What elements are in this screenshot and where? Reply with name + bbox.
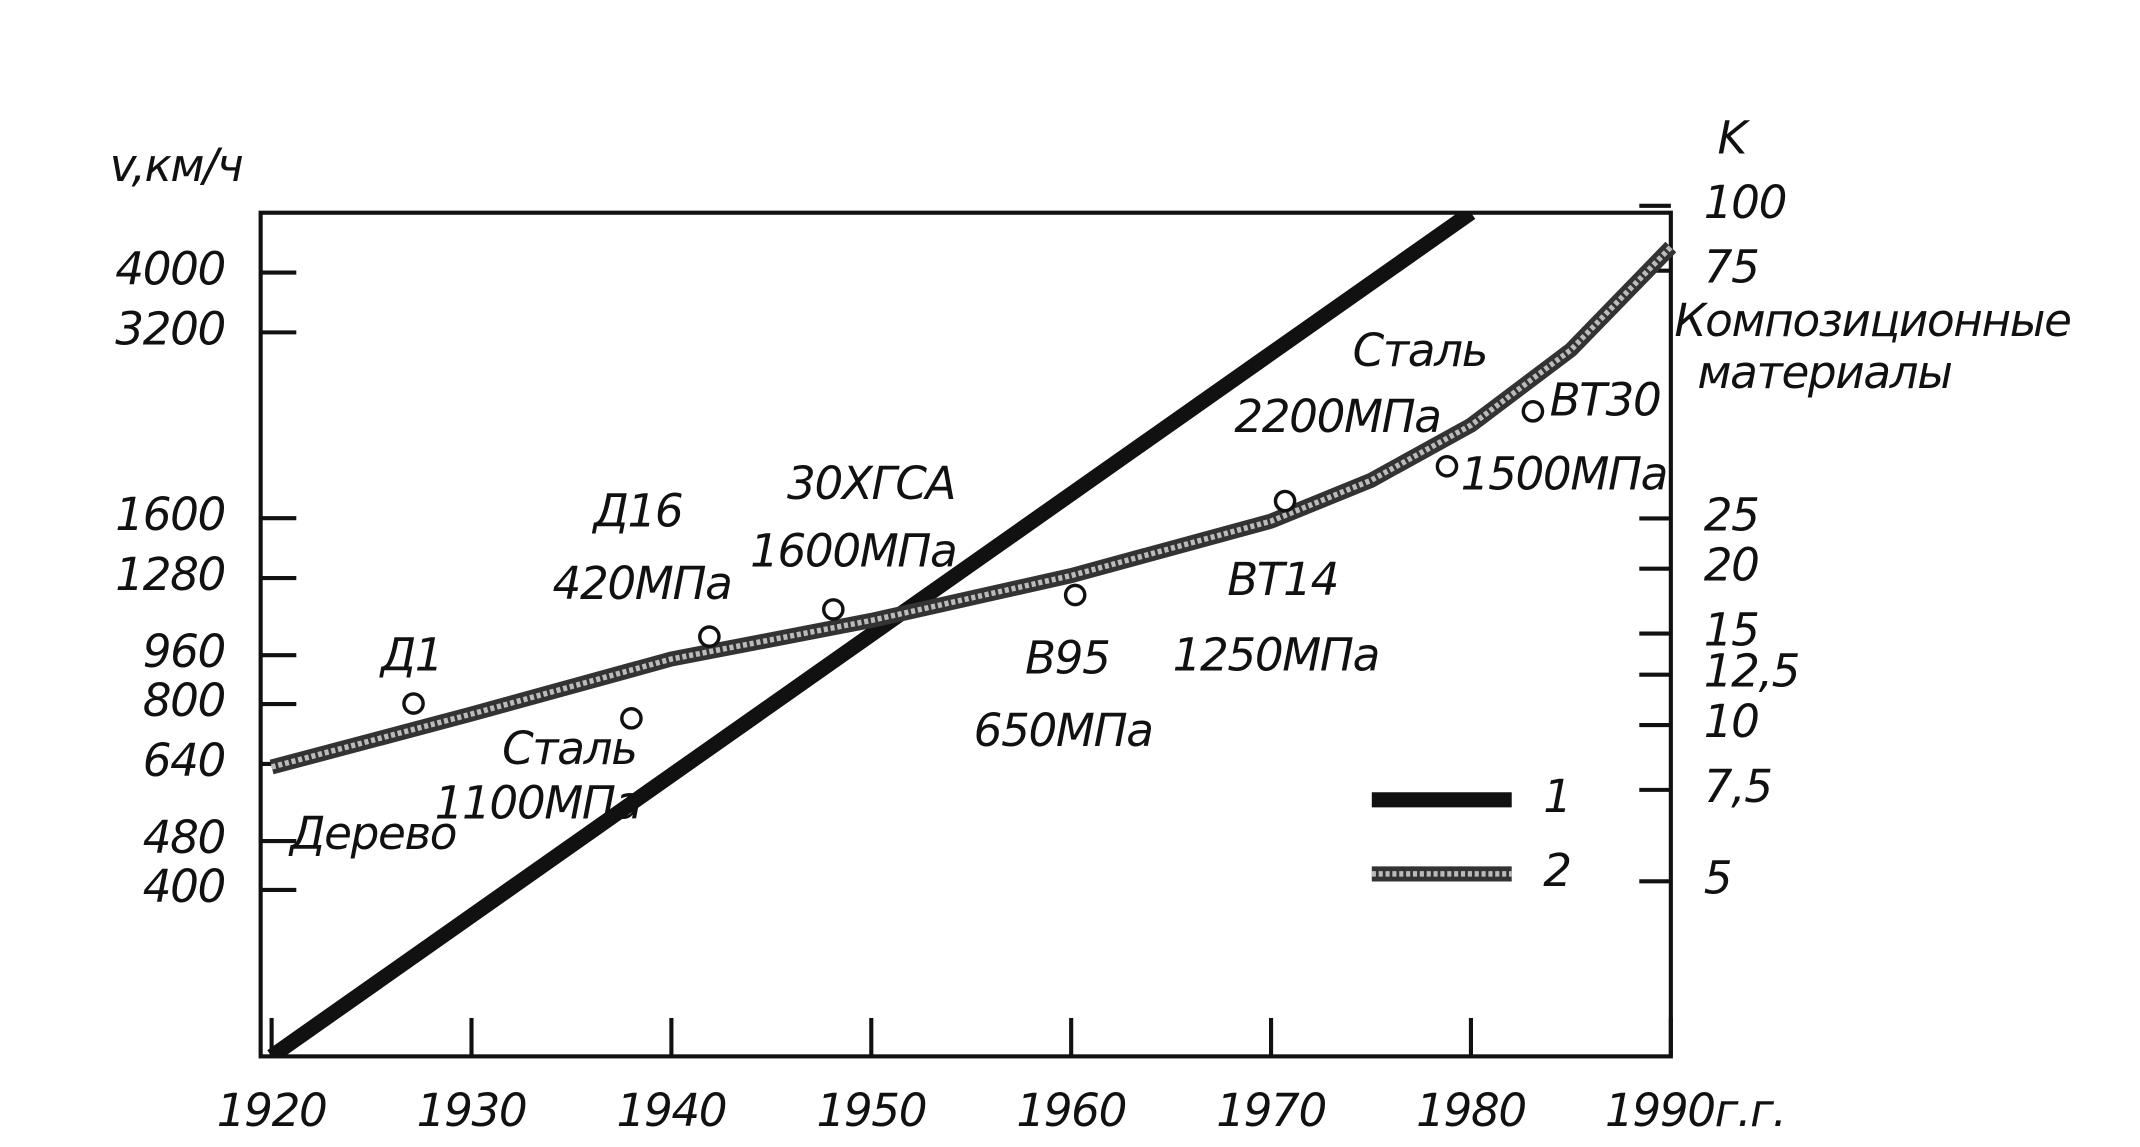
annotation: В95 (1025, 631, 1110, 684)
x-tick-label: 1990г.г. (1605, 1084, 1786, 1137)
y2-tick-label: 10 (1704, 695, 1759, 748)
legend-label: 1 (1543, 770, 1570, 823)
y-tick-label: 640 (143, 734, 225, 787)
data-point (1521, 400, 1545, 423)
y-axis-label: v,км/ч (110, 139, 243, 192)
x-tick-label: 1930 (417, 1084, 527, 1137)
data-point (1063, 583, 1087, 607)
annotation: 1600МПа (750, 524, 956, 577)
annotation: Композиционные (1674, 294, 2070, 347)
data-point (402, 692, 425, 715)
x-tick-label: 1970 (1216, 1084, 1326, 1137)
y2-tick-label: 5 (1704, 851, 1731, 904)
y-tick-label: 480 (143, 811, 225, 864)
annotation: 1250МПа (1173, 629, 1379, 682)
data-point (698, 625, 721, 648)
legend-label: 2 (1543, 844, 1570, 897)
annotation: Дерево (288, 807, 456, 860)
y-tick-label: 3200 (115, 302, 225, 355)
annotation: материалы (1697, 346, 1951, 399)
y2-tick-label: 15 (1704, 604, 1759, 657)
x-tick-label: 1950 (816, 1084, 926, 1137)
y-tick-label: 1280 (115, 548, 225, 601)
annotation: Сталь (502, 722, 636, 775)
data-point (821, 598, 845, 621)
annotation: Д1 (379, 629, 442, 682)
annotation: 420МПа (553, 557, 732, 610)
y2-tick-label: 75 (1704, 241, 1759, 294)
y-tick-label: 400 (143, 860, 225, 913)
y2-tick-label: 100 (1704, 176, 1786, 229)
y-tick-label: 4000 (115, 243, 225, 296)
y2-tick-label: 20 (1704, 539, 1759, 592)
annotation: ВТ14 (1227, 553, 1338, 606)
annotation: 650МПа (974, 704, 1153, 757)
data-point (1273, 489, 1297, 513)
annotation: ВТ30 (1550, 373, 1661, 426)
y2-tick-label: 7,5 (1704, 760, 1772, 813)
data-point (620, 707, 643, 730)
y2-axis-label: K (1717, 111, 1750, 164)
x-tick-label: 1940 (617, 1084, 727, 1137)
series-line-inner (270, 245, 1673, 770)
y-tick-label: 960 (143, 625, 225, 678)
annotation: Д16 (591, 485, 682, 538)
y2-tick-label: 25 (1704, 488, 1759, 541)
annotation: 2200МПа (1234, 390, 1440, 443)
y-tick-label: 1600 (115, 488, 225, 541)
x-tick-label: 1960 (1016, 1084, 1126, 1137)
series-line (267, 212, 1476, 1057)
y2-tick-label: 12,5 (1704, 645, 1799, 698)
annotation: 1100МПа (435, 777, 641, 830)
y-tick-label: 800 (143, 674, 225, 727)
data-point (1435, 454, 1459, 478)
x-tick-label: 1980 (1416, 1084, 1526, 1137)
annotation: 30ХГСА (787, 457, 955, 510)
x-tick-label: 1920 (217, 1084, 327, 1137)
annotation: Сталь (1353, 324, 1487, 377)
annotation: 1500МПа (1461, 447, 1667, 500)
